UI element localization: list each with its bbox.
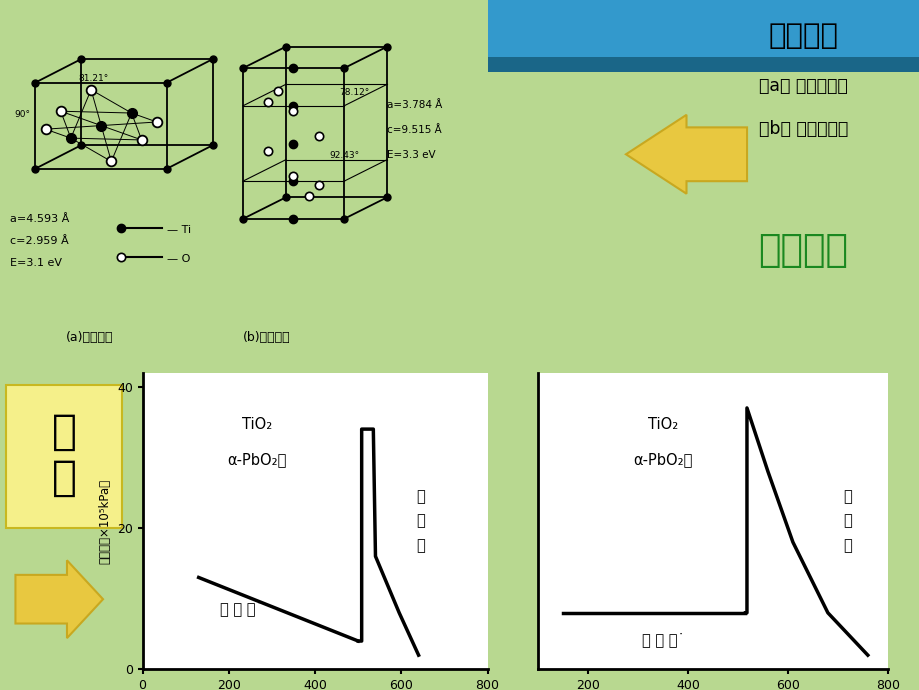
Text: 78.12°: 78.12° [339, 88, 369, 97]
Text: a=3.784 Å: a=3.784 Å [387, 99, 442, 110]
FancyBboxPatch shape [487, 57, 919, 72]
Text: 金
红
石: 金 红 石 [843, 489, 851, 553]
Text: 晶体结构: 晶体结构 [767, 22, 837, 50]
Text: — Ti: — Ti [167, 225, 191, 235]
Text: c=2.959 Å: c=2.959 Å [10, 236, 69, 246]
Y-axis label: 压强／（×10⁵kPa）: 压强／（×10⁵kPa） [98, 478, 111, 564]
FancyArrow shape [625, 115, 746, 194]
Text: （a） 金红石结构: （a） 金红石结构 [758, 77, 846, 95]
Text: α-PbO₂型: α-PbO₂型 [227, 453, 286, 467]
Text: a=4.593 Å: a=4.593 Å [10, 215, 70, 224]
Text: （b） 锐钛矿结构: （b） 锐钛矿结构 [758, 120, 847, 138]
Text: 锐 钛 矿˙: 锐 钛 矿˙ [221, 601, 263, 615]
Text: E=3.1 eV: E=3.1 eV [10, 257, 62, 268]
Text: α-PbO₂型: α-PbO₂型 [632, 453, 692, 467]
Text: TiO₂: TiO₂ [647, 417, 677, 432]
Text: 90°: 90° [15, 110, 30, 119]
Text: 相
图: 相 图 [51, 411, 77, 499]
FancyBboxPatch shape [487, 0, 919, 72]
Text: 金
红
石: 金 红 石 [416, 489, 425, 553]
Text: 81.21°: 81.21° [78, 74, 108, 83]
Text: (b)锐钛矿型: (b)锐钛矿型 [243, 331, 290, 344]
Text: — O: — O [167, 254, 190, 264]
Text: 板 钛 矿˙: 板 钛 矿˙ [641, 633, 684, 648]
Text: 92.43°: 92.43° [329, 151, 358, 160]
Text: E=3.3 eV: E=3.3 eV [387, 150, 436, 160]
FancyArrow shape [16, 560, 103, 638]
Text: (a)金红石型: (a)金红石型 [66, 331, 113, 344]
FancyBboxPatch shape [6, 385, 122, 528]
Text: 四方晶系: 四方晶系 [757, 233, 847, 269]
Text: TiO₂: TiO₂ [242, 417, 272, 432]
Text: c=9.515 Å: c=9.515 Å [387, 125, 441, 135]
